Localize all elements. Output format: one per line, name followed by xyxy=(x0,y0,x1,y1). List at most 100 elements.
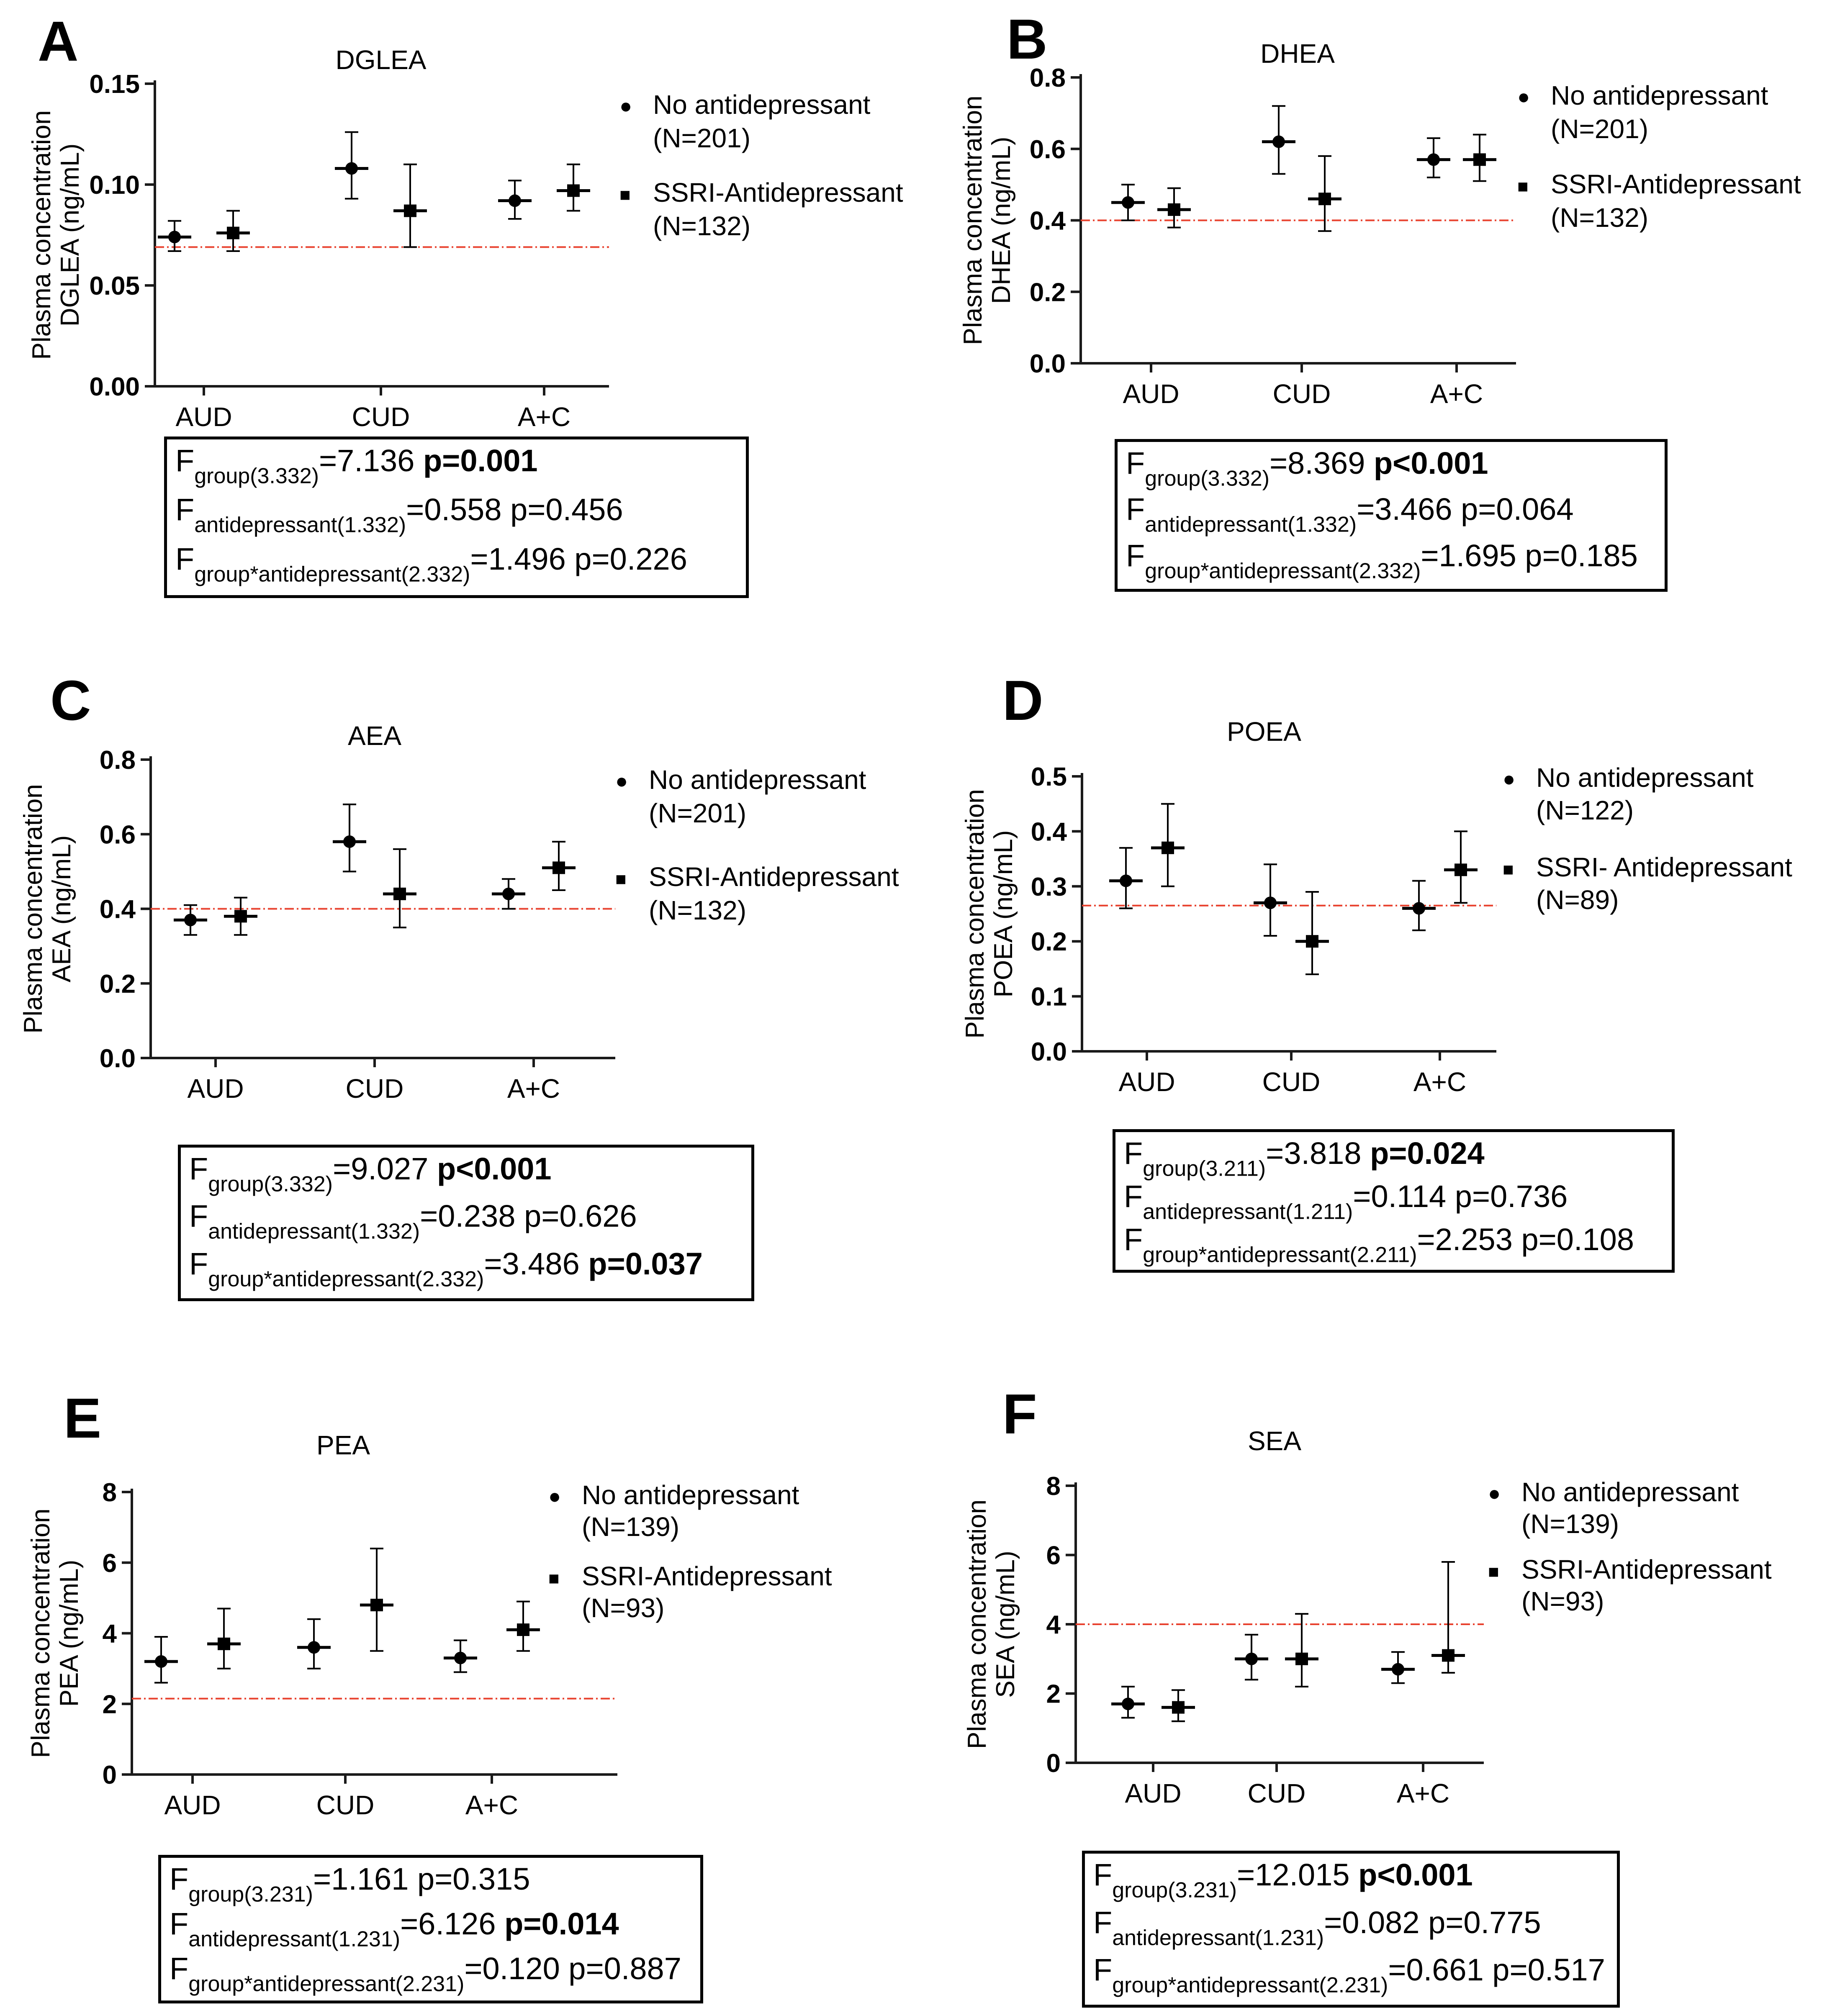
stat-subscript: group*antidepressant(2.231) xyxy=(1112,1973,1388,1998)
stat-f: F xyxy=(1126,538,1145,573)
data-point-circle xyxy=(168,231,181,244)
stat-value: =3.486 xyxy=(484,1246,588,1281)
stat-line: Fgroup(3.332)=7.136 p=0.001 xyxy=(175,445,738,494)
y-axis-label-line: DHEA (ng/mL) xyxy=(987,137,1016,304)
legend-marker-square: ■ xyxy=(548,1568,560,1589)
panel-f: F SEA Plasma concentrationSEA (ng/mL) 0 2 4 6 8… xyxy=(963,1382,1772,1808)
chart-title: DGLEA xyxy=(336,45,427,75)
stat-line: Fgroup*antidepressant(2.211)=2.253 p=0.1… xyxy=(1124,1224,1663,1267)
stat-value: =0.558 xyxy=(406,492,511,527)
stat-p-value: p=0.185 xyxy=(1525,538,1638,573)
legend-label: SSRI-Antidepressant xyxy=(1551,169,1801,199)
y-tick-label: 6 xyxy=(103,1549,117,1578)
legend-marker-circle: ● xyxy=(548,1484,561,1508)
x-tick-label: CUD xyxy=(316,1790,375,1820)
stat-value: =0.661 xyxy=(1388,1952,1493,1988)
y-tick-label: 0.05 xyxy=(89,272,140,300)
panel-letter: E xyxy=(64,1387,101,1450)
panel-letter: F xyxy=(1002,1382,1037,1446)
chart-title: POEA xyxy=(1227,717,1301,747)
stat-subscript: antidepressant(1.231) xyxy=(1112,1926,1324,1950)
stat-value: =9.027 xyxy=(332,1151,437,1186)
data-point-circle xyxy=(1264,896,1277,909)
x-tick-label: AUD xyxy=(175,402,232,432)
y-axis-label: Plasma concentrationAEA (ng/mL) xyxy=(19,784,76,1033)
data-point-circle xyxy=(509,194,521,207)
legend-n: (N=93) xyxy=(582,1593,664,1623)
stat-line: Fantidepressant(1.231)=6.126 p=0.014 xyxy=(170,1908,692,1953)
data-point-circle xyxy=(345,162,358,175)
stat-value: =7.136 xyxy=(319,443,423,478)
data-point-square xyxy=(218,1637,230,1650)
y-tick-label: 0.00 xyxy=(89,372,140,401)
y-tick-label: 0 xyxy=(1046,1749,1061,1778)
y-tick-label: 0.4 xyxy=(100,895,136,924)
y-axis-label: Plasma concentrationPOEA (ng/mL) xyxy=(961,789,1018,1038)
y-tick-label: 0.6 xyxy=(100,820,136,849)
legend-marker-square: ■ xyxy=(1488,1561,1499,1582)
stats-box-e: Fgroup(3.231)=1.161 p=0.315 Fantidepressa… xyxy=(158,1855,703,2003)
data-point-square xyxy=(1442,1649,1455,1662)
stat-p-value: p=0.037 xyxy=(588,1246,703,1281)
data-point-square xyxy=(1455,863,1467,876)
legend-marker-square: ■ xyxy=(615,869,627,889)
legend-n: (N=139) xyxy=(582,1512,679,1542)
stat-p-value: p=0.014 xyxy=(504,1906,619,1941)
panel-letter: B xyxy=(1007,8,1048,71)
chart-title: AEA xyxy=(348,721,401,751)
stats-box-a: Fgroup(3.332)=7.136 p=0.001 Fantidepressa… xyxy=(164,437,749,598)
legend-n: (N=201) xyxy=(649,798,746,828)
y-tick-label: 0.1 xyxy=(1031,983,1067,1012)
y-axis-label-line: Plasma concentration xyxy=(963,1500,992,1749)
legend-marker-circle: ● xyxy=(1503,767,1515,791)
y-tick-label: 0.5 xyxy=(1031,763,1067,791)
y-tick-label: 0.0 xyxy=(100,1044,136,1073)
chart-title: SEA xyxy=(1248,1426,1301,1456)
stat-line: Fantidepressant(1.332)=3.466 p=0.064 xyxy=(1126,494,1656,540)
x-tick-label: A+C xyxy=(1413,1067,1466,1097)
stat-value: =1.496 xyxy=(470,541,575,576)
x-tick-label: A+C xyxy=(465,1790,518,1820)
stat-subscript: group(3.231) xyxy=(188,1882,313,1907)
stat-subscript: group*antidepressant(2.332) xyxy=(208,1267,484,1292)
stat-value: =0.238 xyxy=(420,1199,524,1234)
y-tick-label: 8 xyxy=(103,1478,117,1507)
legend-label: SSRI-Antidepressant xyxy=(582,1561,832,1591)
legend-n: (N=132) xyxy=(653,211,750,241)
stat-p-value: p=0.887 xyxy=(568,1951,681,1986)
y-tick-label: 0.8 xyxy=(100,746,136,775)
data-point-circle xyxy=(502,887,515,900)
stat-subscript: group*antidepressant(2.211) xyxy=(1143,1243,1417,1267)
stat-subscript: group*antidepressant(2.332) xyxy=(1145,559,1421,583)
data-point-circle xyxy=(1245,1652,1258,1665)
legend-n: (N=122) xyxy=(1536,795,1634,825)
legend-label: No antidepressant xyxy=(1551,80,1768,110)
stat-value: =2.253 xyxy=(1417,1222,1521,1257)
data-point-square xyxy=(404,204,416,217)
stat-f: F xyxy=(175,492,195,527)
stat-f: F xyxy=(1124,1136,1143,1171)
y-axis-label-line: SEA (ng/mL) xyxy=(991,1551,1020,1698)
y-tick-label: 0.0 xyxy=(1030,349,1066,378)
stat-f: F xyxy=(170,1951,189,1986)
x-tick-label: CUD xyxy=(1273,379,1331,409)
data-point-circle xyxy=(1122,1698,1134,1710)
data-point-square xyxy=(227,226,239,239)
x-tick-label: A+C xyxy=(1430,379,1483,409)
stat-p-value: p=0.108 xyxy=(1521,1222,1634,1257)
stat-value: =0.114 xyxy=(1353,1179,1455,1214)
panel-letter: A xyxy=(38,10,79,73)
legend-label: SSRI- Antidepressant xyxy=(1536,852,1792,882)
stat-line: Fantidepressant(1.211)=0.114 p=0.736 xyxy=(1124,1181,1663,1224)
stat-subscript: group*antidepressant(2.332) xyxy=(194,562,470,587)
data-point-square xyxy=(1473,153,1486,166)
panel-letter: D xyxy=(1002,669,1043,732)
stat-line: Fgroup(3.332)=8.369 p<0.001 xyxy=(1126,448,1656,494)
stat-line: Fgroup(3.231)=12.015 p<0.001 xyxy=(1093,1859,1609,1907)
legend-n: (N=132) xyxy=(1551,203,1648,233)
y-tick-label: 0.8 xyxy=(1030,64,1066,92)
data-point-circle xyxy=(308,1641,320,1654)
y-tick-label: 0.4 xyxy=(1030,207,1066,236)
x-tick-label: CUD xyxy=(346,1073,404,1104)
stat-line: Fantidepressant(1.332)=0.558 p=0.456 xyxy=(175,494,738,543)
